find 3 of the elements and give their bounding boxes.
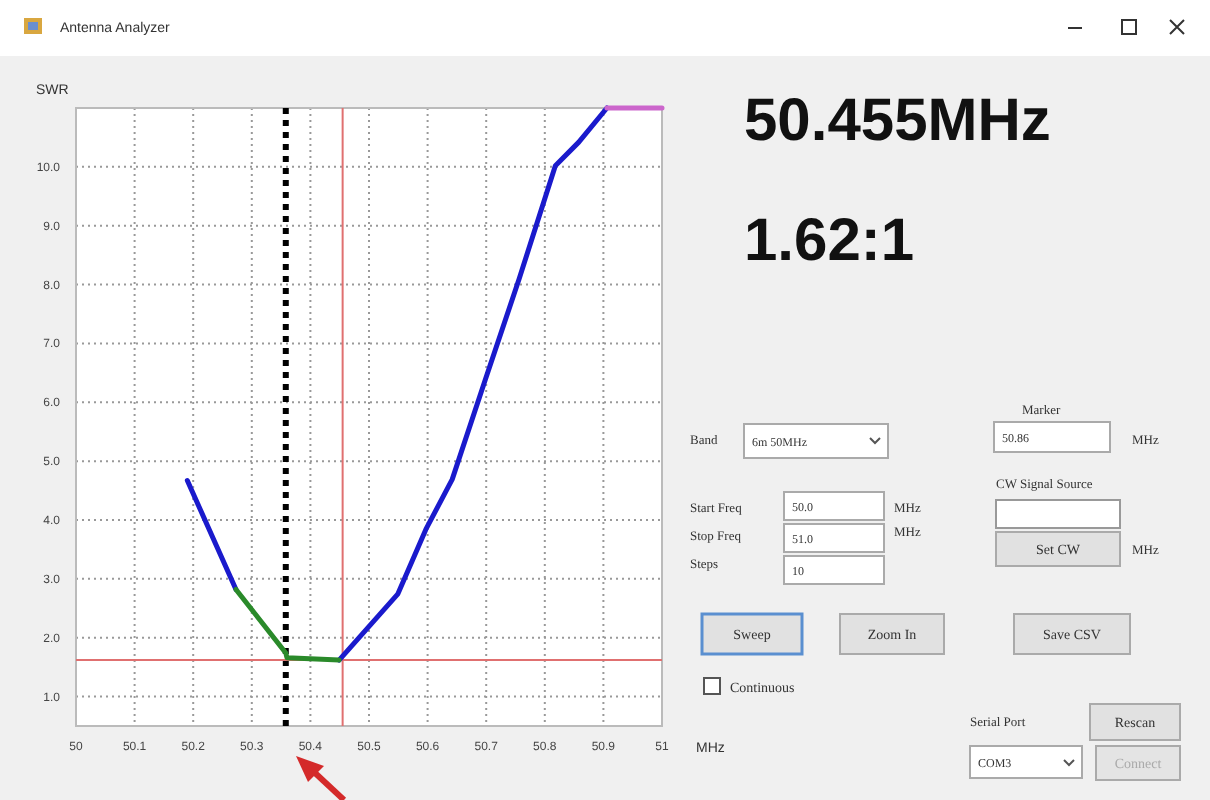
text: 50.455MHz — [744, 88, 1051, 154]
text: 1.62:1 — [744, 208, 915, 274]
line-series — [233, 586, 342, 663]
